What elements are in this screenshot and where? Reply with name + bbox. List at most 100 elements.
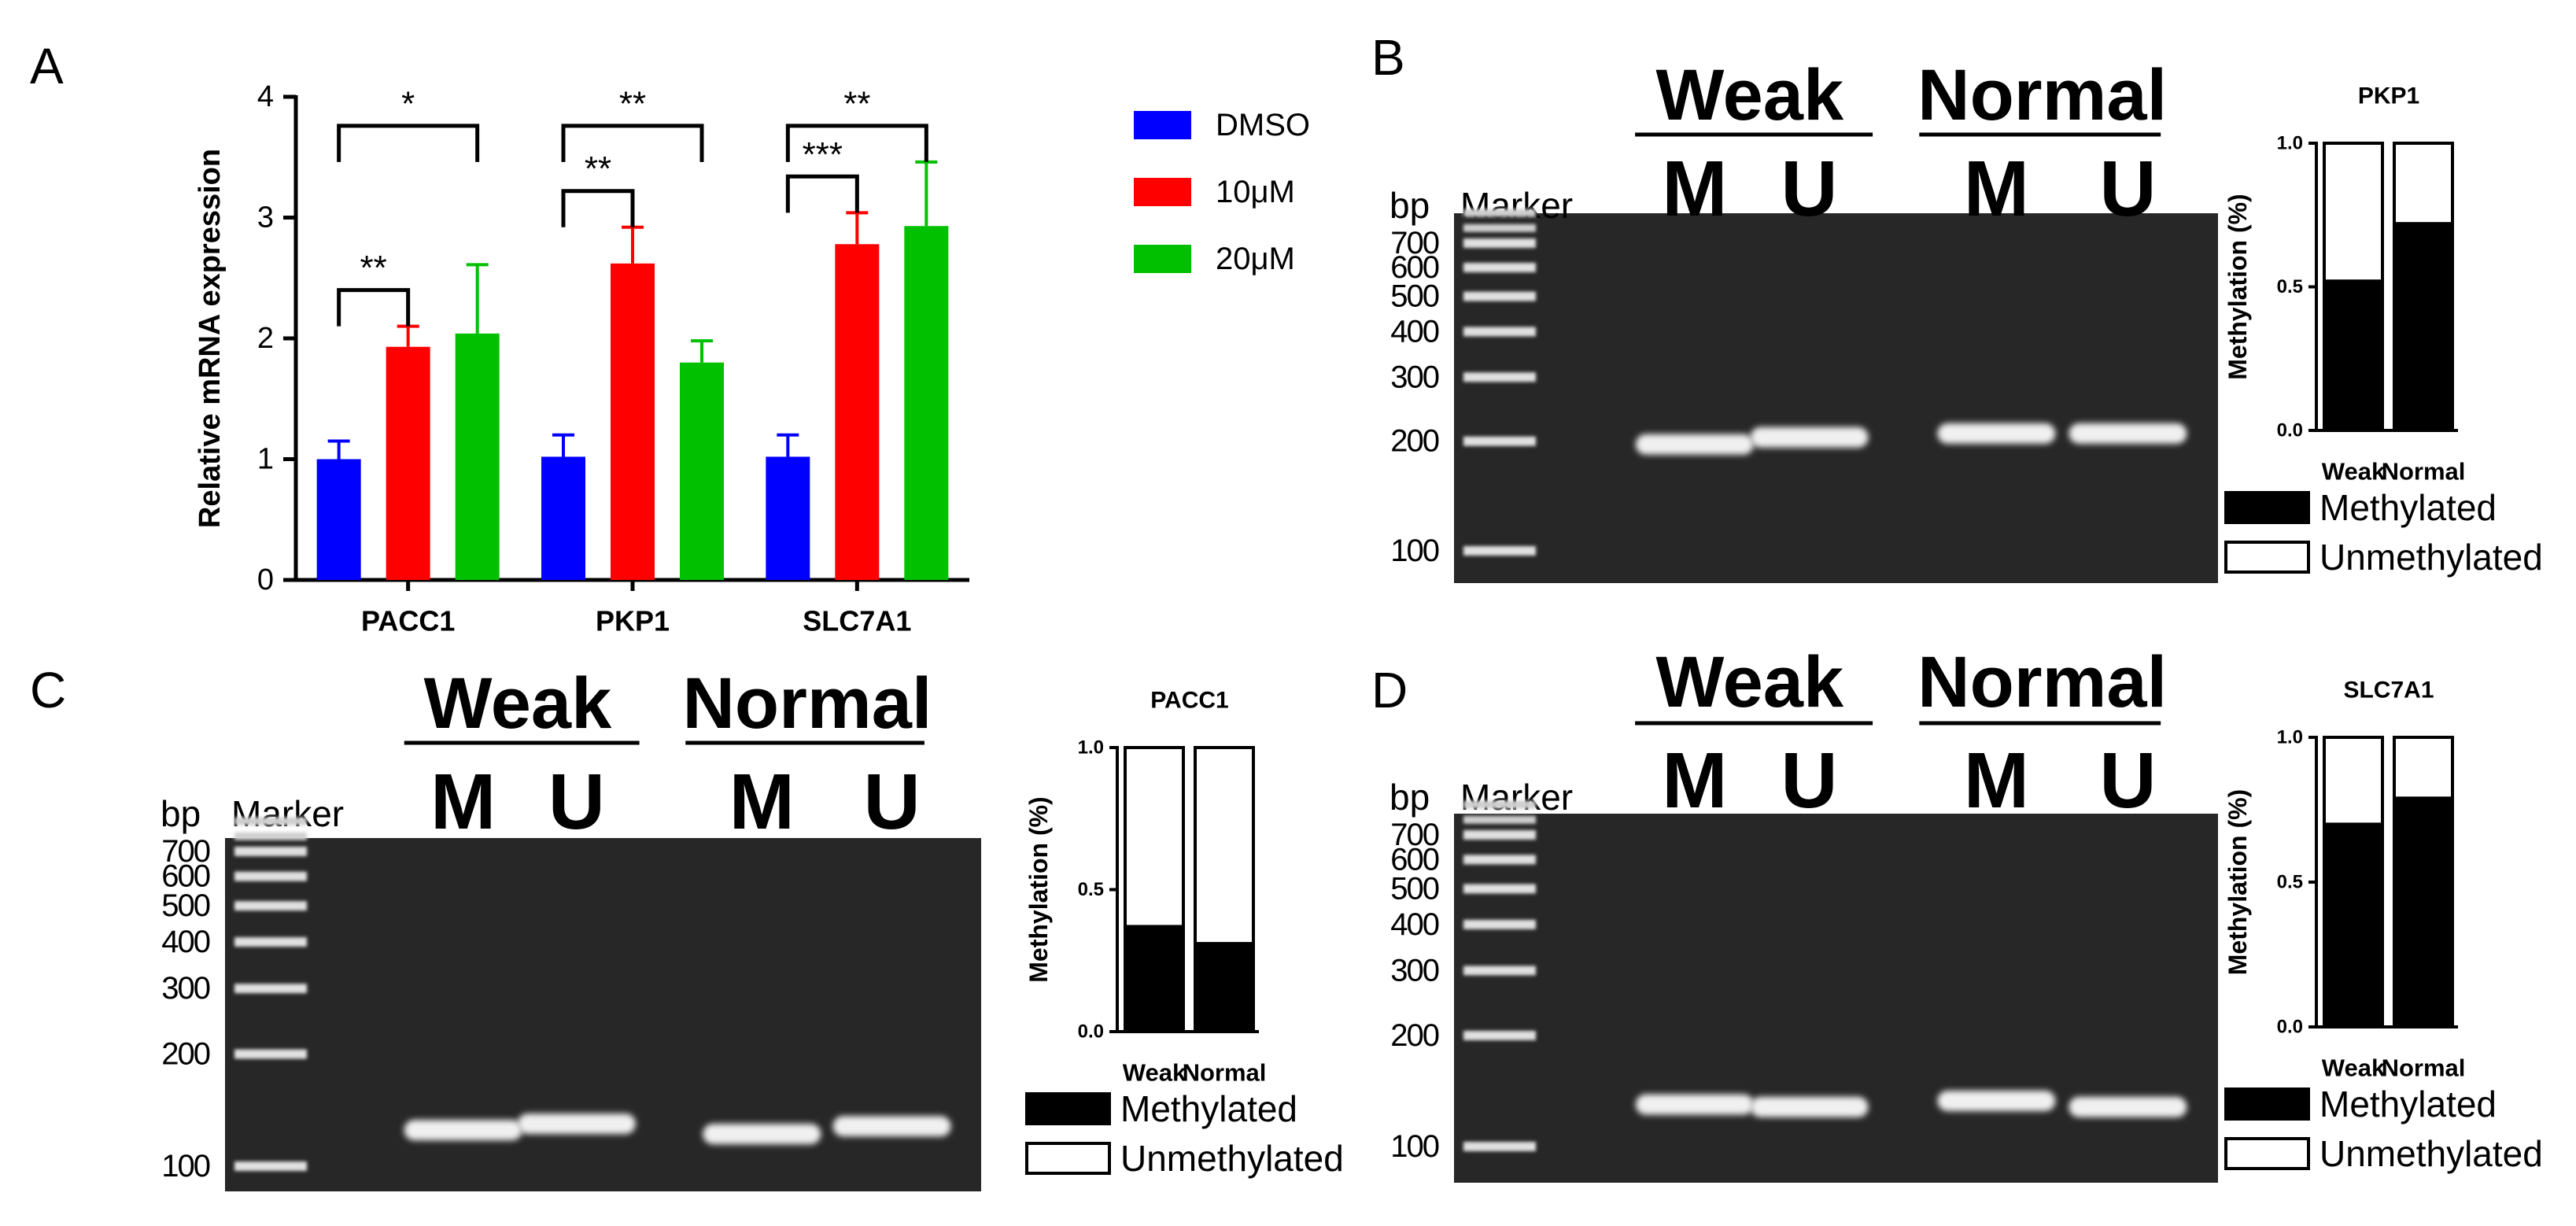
lane-label: U: [1781, 737, 1837, 825]
bar: [904, 226, 949, 580]
x-tick-label: Normal: [2382, 1054, 2466, 1082]
bar: [455, 333, 500, 580]
significance-bracket: [785, 124, 928, 162]
stacked-bar: [2393, 142, 2454, 226]
significance-label: **: [619, 84, 646, 123]
marker-label: Marker: [1460, 185, 1573, 226]
legend-swatch: [2224, 1137, 2310, 1170]
lane-label: U: [548, 758, 605, 846]
gel-image: [1454, 213, 2218, 583]
ladder-band: [1463, 884, 1536, 894]
y-axis-label: Methylation (%): [2224, 789, 2252, 975]
ladder-unit: bp: [1389, 777, 1430, 818]
y-tick-label: 0.5: [1078, 879, 1104, 900]
gel-image: [1454, 814, 2218, 1183]
ladder-label: 200: [1390, 424, 1438, 459]
ladder-label: 400: [161, 925, 209, 959]
legend-swatch: [2224, 491, 2310, 524]
ladder-label: 300: [161, 971, 209, 1006]
dna-band: [703, 1124, 821, 1145]
significance-bracket: [337, 124, 480, 162]
dna-band: [832, 1116, 951, 1137]
y-axis-label: Methylation (%): [1024, 796, 1053, 982]
stacked-bar: [1194, 746, 1255, 946]
ladder-band-extra: [1463, 815, 1536, 824]
y-axis-label: Methylation (%): [2224, 194, 2252, 379]
y-tick-label: 1.0: [1078, 737, 1104, 759]
ladder-label: 300: [1390, 953, 1438, 988]
bar: [386, 346, 430, 580]
y-tick-label: 0.0: [1078, 1021, 1104, 1043]
x-tick-label: Normal: [1183, 1059, 1267, 1087]
significance-bracket: [561, 189, 635, 227]
y-axis-label: Relative mRNA expression: [194, 149, 227, 528]
group-label: Normal: [1917, 55, 2167, 135]
x-tick-label: Normal: [2382, 458, 2466, 486]
bar: [541, 456, 585, 580]
dna-band: [1635, 1094, 1754, 1115]
ladder-label: 100: [1390, 534, 1438, 568]
lane-label: M: [1662, 737, 1727, 825]
ladder-label: 200: [1390, 1018, 1438, 1053]
group-label: Normal: [1917, 642, 2167, 722]
error-bar: [552, 433, 574, 457]
legend-swatch: [2224, 541, 2310, 574]
error-bar: [915, 160, 938, 227]
lane-label: U: [1781, 145, 1837, 233]
ladder-band: [1463, 436, 1536, 446]
ladder-label: 600: [1390, 250, 1438, 285]
legend-swatch: [1025, 1092, 1111, 1125]
significance-label: **: [360, 249, 387, 287]
x-tick-label: SLC7A1: [803, 605, 911, 637]
lane-label: M: [729, 758, 795, 846]
ladder-band: [1463, 372, 1536, 382]
ladder-band-extra: [1463, 209, 1536, 217]
error-bar: [691, 339, 713, 363]
dna-band: [1937, 423, 2056, 444]
marker-label: Marker: [231, 793, 344, 834]
x-tick-label: PKP1: [596, 605, 670, 637]
dna-band: [1750, 1096, 1869, 1117]
panel-letter: B: [1371, 29, 1405, 86]
significance-label: **: [843, 84, 870, 123]
y-tick-label: 1: [257, 443, 274, 476]
ladder-band: [1463, 1030, 1536, 1040]
ladder-unit: bp: [161, 793, 201, 834]
ladder-label: 700: [1390, 226, 1438, 260]
error-bar: [777, 433, 799, 457]
ladder-label: 100: [1390, 1129, 1438, 1164]
chart-title: PACC1: [1150, 688, 1228, 714]
chart-title: PKP1: [2358, 83, 2419, 109]
legend-label: Methylated: [2320, 487, 2497, 528]
ladder-band-extra: [1463, 800, 1536, 809]
ladder-label: 500: [1390, 279, 1438, 314]
significance-bracket: [561, 124, 704, 162]
y-tick-label: 0.5: [2277, 872, 2303, 893]
stacked-bar: [2393, 222, 2454, 432]
lane-label: U: [863, 758, 920, 846]
ladder-band: [1463, 291, 1536, 301]
legend-label: DMSO: [1216, 108, 1310, 142]
legend-label: Unmethylated: [2320, 537, 2543, 578]
y-tick-label: 0.0: [2277, 1017, 2303, 1038]
stacked-bar: [2323, 142, 2384, 283]
group-label: Weak: [424, 663, 613, 744]
stacked-bar: [2323, 822, 2384, 1029]
error-bar: [327, 439, 350, 460]
ladder-band-extra: [234, 832, 307, 840]
x-tick-label: Weak: [2322, 1054, 2386, 1082]
group-label: Normal: [682, 663, 932, 744]
dna-band: [2069, 1096, 2187, 1117]
ladder-label: 400: [1390, 907, 1438, 942]
ladder-band: [234, 984, 307, 994]
significance-label: *: [401, 84, 415, 123]
bar: [835, 244, 880, 580]
legend-label: Unmethylated: [2320, 1133, 2543, 1174]
dna-band: [1635, 434, 1754, 455]
legend-swatch: [1025, 1142, 1111, 1175]
y-tick-label: 3: [257, 201, 274, 234]
gel-image: [225, 838, 981, 1191]
legend-swatch: [1134, 245, 1191, 273]
